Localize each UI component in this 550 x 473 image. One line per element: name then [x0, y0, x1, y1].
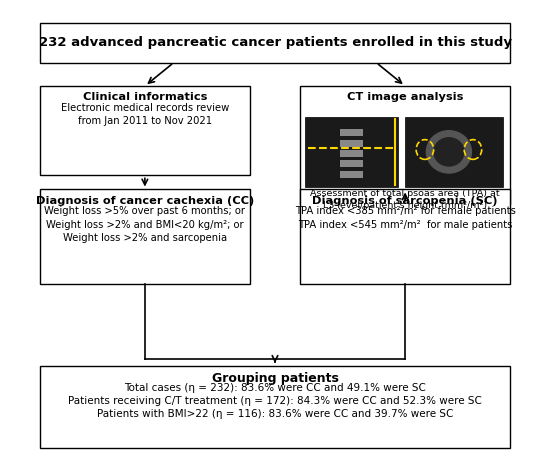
Text: Diagnosis of sarcopenia (SC): Diagnosis of sarcopenia (SC): [312, 196, 498, 206]
FancyBboxPatch shape: [340, 140, 362, 147]
FancyBboxPatch shape: [40, 86, 250, 175]
FancyBboxPatch shape: [40, 366, 510, 448]
FancyBboxPatch shape: [40, 23, 510, 62]
Text: Electronic medical records review
from Jan 2011 to Nov 2021: Electronic medical records review from J…: [60, 103, 229, 126]
FancyBboxPatch shape: [300, 190, 510, 283]
Text: Grouping patients: Grouping patients: [212, 372, 338, 385]
FancyBboxPatch shape: [300, 86, 510, 203]
Text: TPA index <385 mm²/m² for female patients
TPA index <545 mm²/m²  for male patien: TPA index <385 mm²/m² for female patient…: [295, 206, 515, 229]
FancyBboxPatch shape: [305, 116, 398, 187]
FancyBboxPatch shape: [40, 190, 250, 283]
Text: Total cases (η = 232): 83.6% were CC and 49.1% were SC
Patients receiving C/T tr: Total cases (η = 232): 83.6% were CC and…: [68, 383, 482, 419]
Text: Assessment of total psoas area (TPA) at
L3 level/patient's height (mm²/m²): Assessment of total psoas area (TPA) at …: [310, 190, 500, 210]
FancyBboxPatch shape: [340, 150, 362, 157]
Circle shape: [426, 131, 471, 173]
Circle shape: [434, 138, 464, 166]
Text: Diagnosis of cancer cachexia (CC): Diagnosis of cancer cachexia (CC): [36, 196, 254, 206]
FancyBboxPatch shape: [340, 171, 362, 178]
Text: Clinical informatics: Clinical informatics: [82, 92, 207, 102]
Text: 232 advanced pancreatic cancer patients enrolled in this study: 232 advanced pancreatic cancer patients …: [39, 36, 512, 49]
FancyBboxPatch shape: [340, 160, 362, 167]
FancyBboxPatch shape: [340, 129, 362, 136]
Text: Weight loss >5% over past 6 months; or
Weight loss >2% and BMI<20 kg/m²; or
Weig: Weight loss >5% over past 6 months; or W…: [45, 206, 245, 243]
FancyBboxPatch shape: [405, 116, 503, 187]
Text: CT image analysis: CT image analysis: [347, 92, 463, 102]
